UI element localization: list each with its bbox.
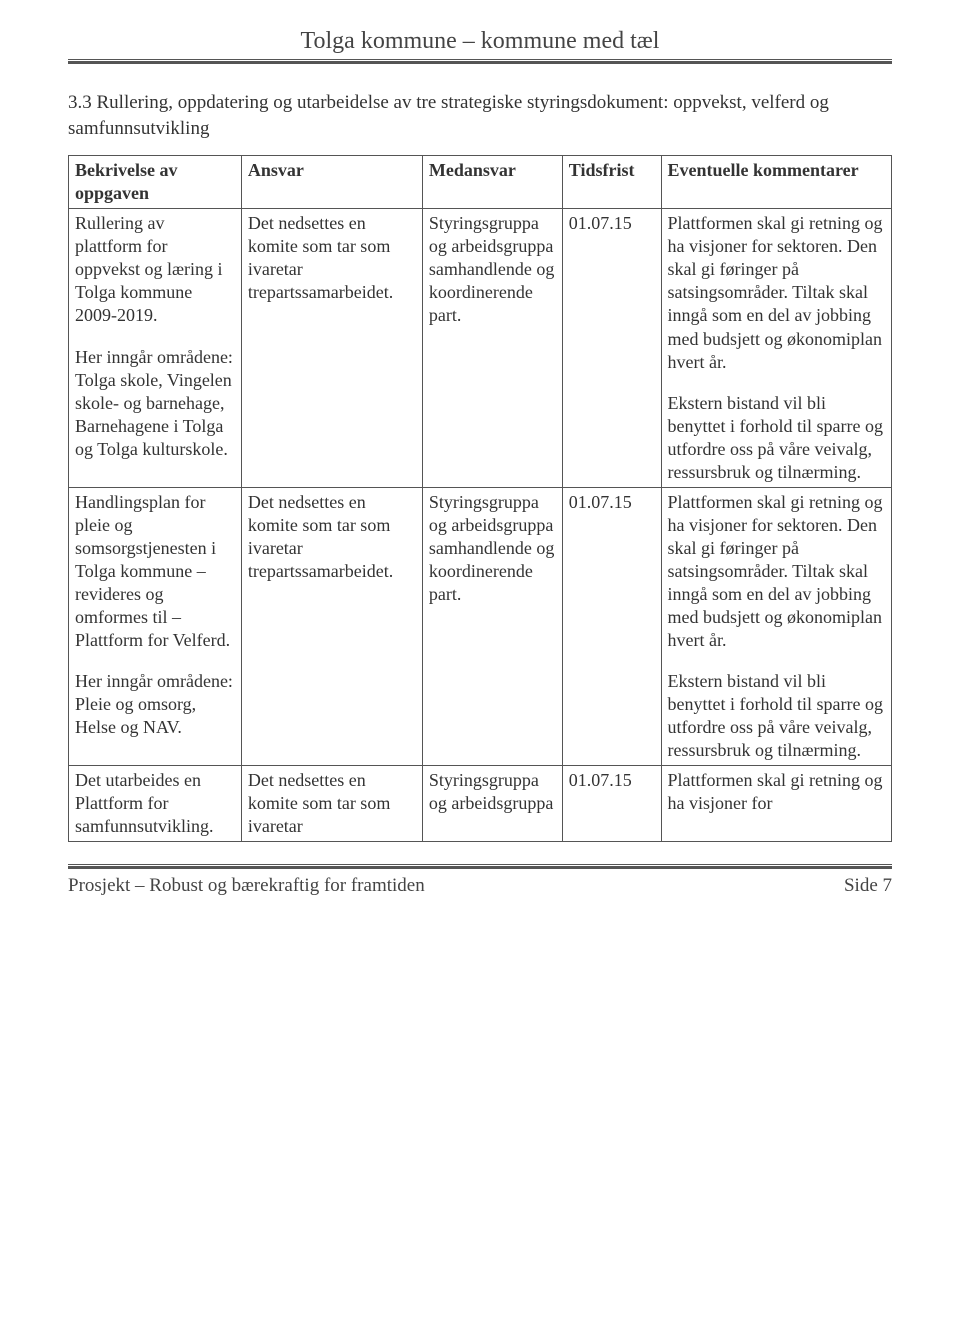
- cell-text: Ekstern bistand vil bli benyttet i forho…: [668, 392, 885, 484]
- cell-ansvar: Det nedsettes en komite som tar som ivar…: [241, 209, 422, 487]
- footer-rule: [68, 864, 892, 869]
- footer-right: Side 7: [844, 875, 892, 897]
- cell-text: Her inngår områdene: Pleie og omsorg, He…: [75, 670, 235, 739]
- header-rule: [68, 59, 892, 64]
- cell-text: Plattformen skal gi retning og ha visjon…: [668, 769, 885, 815]
- cell-tidsfrist: 01.07.15: [562, 766, 661, 842]
- col-kommentarer: Eventuelle kommentarer: [661, 156, 891, 209]
- table-header-row: Bekrivelse av oppgaven Ansvar Medansvar …: [69, 156, 892, 209]
- cell-tidsfrist: 01.07.15: [562, 209, 661, 487]
- cell-bekrivelse: Handlingsplan for pleie og somsorgstjene…: [69, 487, 242, 765]
- footer-left: Prosjekt – Robust og bærekraftig for fra…: [68, 875, 425, 897]
- cell-text: Rullering av plattform for oppvekst og l…: [75, 212, 235, 327]
- cell-text: Det utarbeides en Plattform for samfunns…: [75, 769, 235, 838]
- page-header-title: Tolga kommune – kommune med tæl: [68, 28, 892, 55]
- cell-medansvar: Styringsgruppa og arbeidsgruppa: [422, 766, 562, 842]
- cell-medansvar: Styringsgruppa og arbeidsgruppa samhandl…: [422, 209, 562, 487]
- table-row: Det utarbeides en Plattform for samfunns…: [69, 766, 892, 842]
- cell-text: Ekstern bistand vil bli benyttet i forho…: [668, 670, 885, 762]
- col-bekrivelse: Bekrivelse av oppgaven: [69, 156, 242, 209]
- cell-bekrivelse: Rullering av plattform for oppvekst og l…: [69, 209, 242, 487]
- cell-text: Her inngår områdene: Tolga skole, Vingel…: [75, 346, 235, 461]
- cell-medansvar: Styringsgruppa og arbeidsgruppa samhandl…: [422, 487, 562, 765]
- table-row: Handlingsplan for pleie og somsorgstjene…: [69, 487, 892, 765]
- footer: Prosjekt – Robust og bærekraftig for fra…: [68, 875, 892, 897]
- cell-ansvar: Det nedsettes en komite som tar som ivar…: [241, 487, 422, 765]
- cell-text: Plattformen skal gi retning og ha visjon…: [668, 491, 885, 652]
- cell-kommentarer: Plattformen skal gi retning og ha visjon…: [661, 487, 891, 765]
- col-tidsfrist: Tidsfrist: [562, 156, 661, 209]
- section-heading: 3.3 Rullering, oppdatering og utarbeidel…: [68, 90, 892, 141]
- cell-ansvar: Det nedsettes en komite som tar som ivar…: [241, 766, 422, 842]
- col-medansvar: Medansvar: [422, 156, 562, 209]
- cell-kommentarer: Plattformen skal gi retning og ha visjon…: [661, 209, 891, 487]
- cell-text: Handlingsplan for pleie og somsorgstjene…: [75, 491, 235, 652]
- cell-text: Plattformen skal gi retning og ha visjon…: [668, 212, 885, 373]
- table-row: Rullering av plattform for oppvekst og l…: [69, 209, 892, 487]
- cell-bekrivelse: Det utarbeides en Plattform for samfunns…: [69, 766, 242, 842]
- cell-kommentarer: Plattformen skal gi retning og ha visjon…: [661, 766, 891, 842]
- cell-tidsfrist: 01.07.15: [562, 487, 661, 765]
- col-ansvar: Ansvar: [241, 156, 422, 209]
- strategy-table: Bekrivelse av oppgaven Ansvar Medansvar …: [68, 155, 892, 842]
